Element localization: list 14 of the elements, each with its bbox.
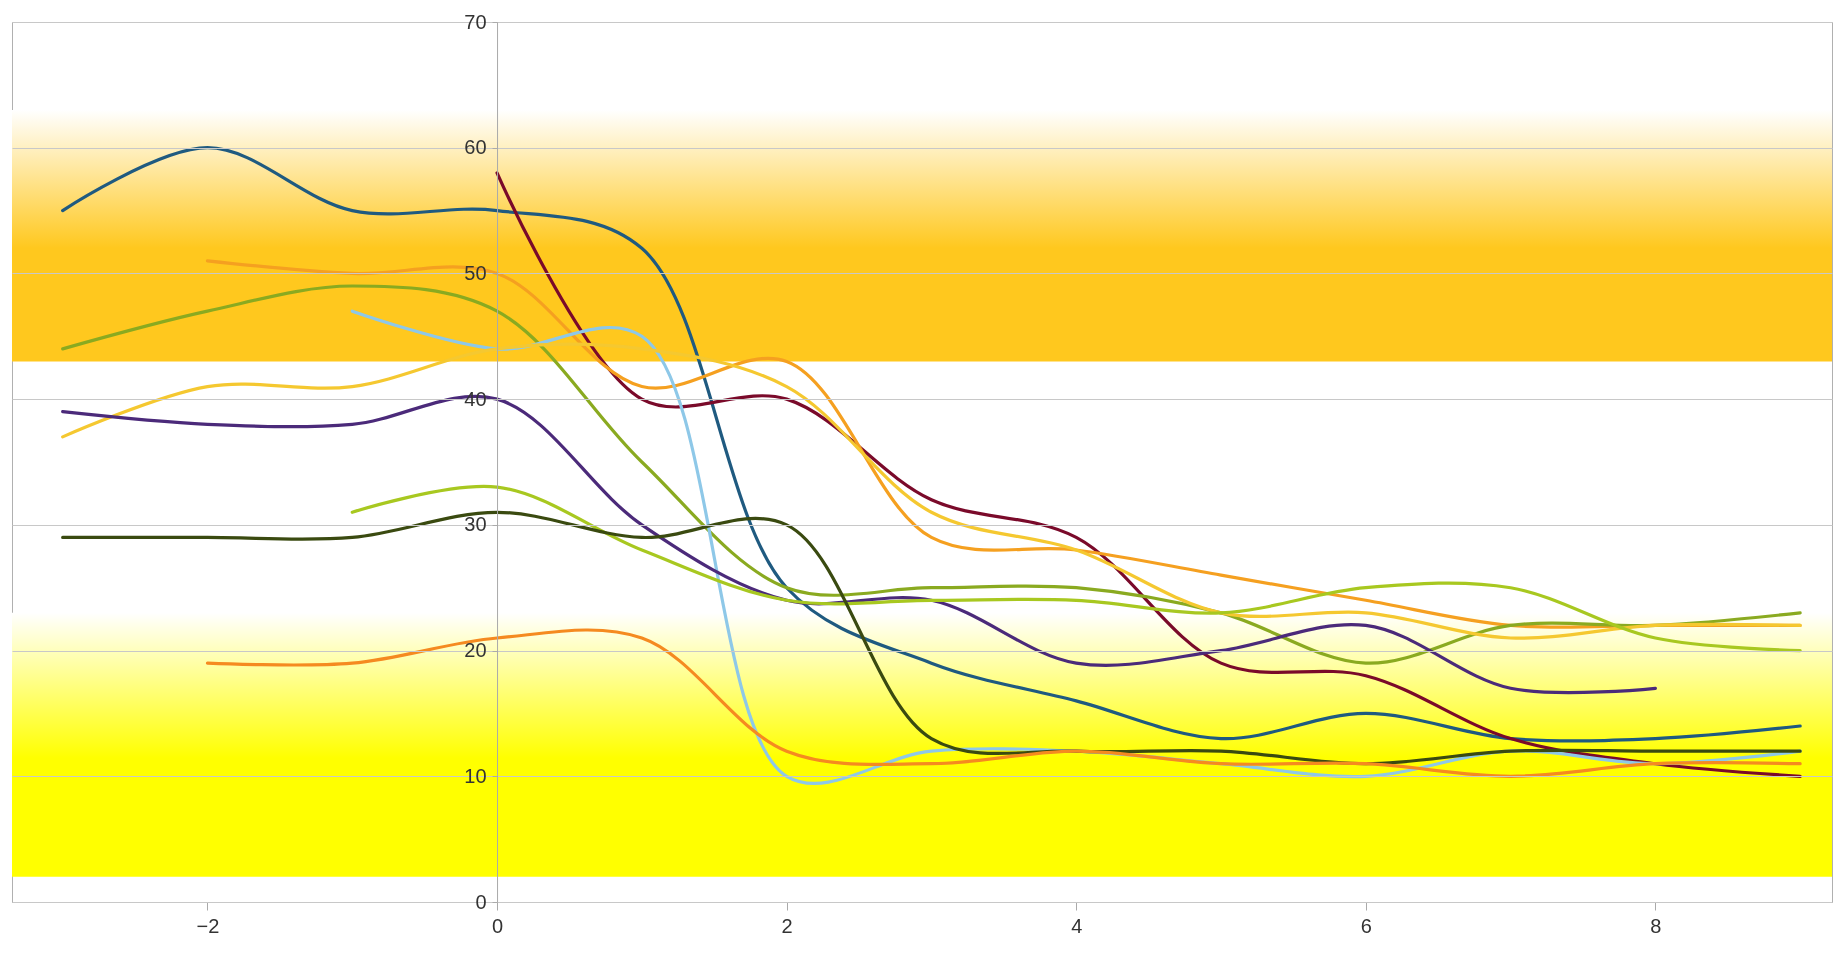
y-tick-label: 60 <box>464 136 487 159</box>
x-tick-label: 0 <box>491 914 504 937</box>
y-tick-label: 0 <box>475 890 487 913</box>
line-series <box>495 171 1802 778</box>
x-tick-label: −2 <box>196 914 220 937</box>
x-tick-label: 2 <box>781 914 793 937</box>
x-tick-label: 4 <box>1071 914 1083 937</box>
line-series <box>61 284 1802 665</box>
y-tick-label: 70 <box>464 10 487 33</box>
x-tick-label: 6 <box>1360 914 1372 937</box>
x-tick-label: 8 <box>1650 914 1662 937</box>
y-tick-label: 20 <box>464 639 487 662</box>
line-series <box>61 510 1802 766</box>
y-tick-label: 30 <box>464 513 487 536</box>
